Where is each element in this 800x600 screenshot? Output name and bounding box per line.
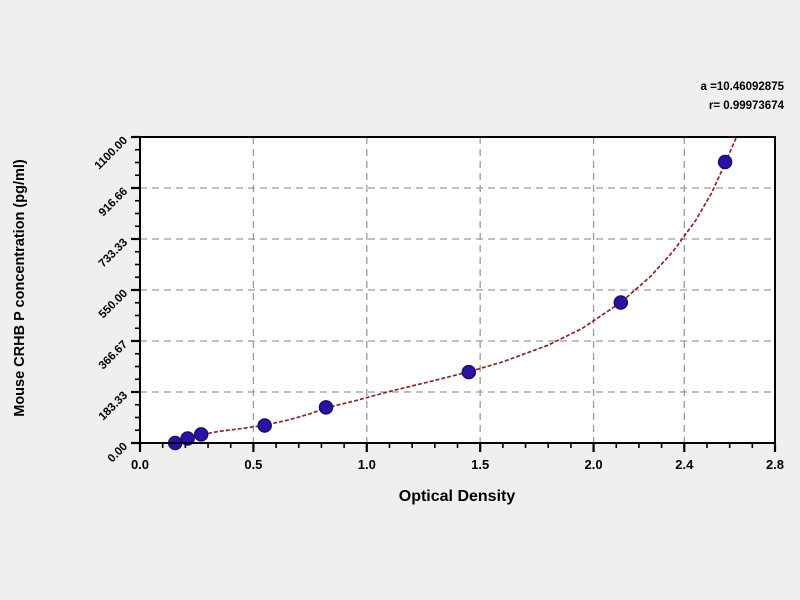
x-tick-label: 0.5 bbox=[244, 457, 262, 472]
y-tick-label: 366.67 bbox=[97, 339, 130, 372]
data-point bbox=[461, 364, 477, 380]
x-tick-label: 1.5 bbox=[471, 457, 489, 472]
data-point bbox=[193, 427, 209, 442]
y-tick-label: 550.00 bbox=[97, 288, 130, 321]
y-tick-label: 1100.00 bbox=[93, 135, 130, 172]
x-tick-label: 2.8 bbox=[766, 457, 784, 472]
data-point bbox=[318, 400, 334, 415]
y-tick-label: 183.33 bbox=[97, 390, 130, 423]
fitted-curve bbox=[167, 136, 738, 444]
y-tick-label: 916.66 bbox=[97, 186, 130, 219]
x-tick-label: 2.4 bbox=[675, 457, 694, 472]
x-tick-label: 1.0 bbox=[358, 457, 376, 472]
y-tick-label: 733.33 bbox=[97, 237, 130, 270]
y-tick-label: 0.00 bbox=[106, 441, 130, 465]
fit-correlation-r: r= 0.99973674 bbox=[708, 100, 784, 112]
x-tick-label: 0.0 bbox=[131, 457, 149, 472]
data-point bbox=[613, 295, 629, 310]
data-point bbox=[257, 418, 272, 433]
y-axis-title: Mouse CRHB P concentration (pg/ml) bbox=[12, 159, 28, 417]
data-point bbox=[180, 431, 195, 446]
x-tick-label: 2.0 bbox=[585, 457, 603, 472]
fit-statistics: a =10.46092875 r= 0.99973674 bbox=[701, 78, 784, 116]
fit-parameter-a: a =10.46092875 bbox=[700, 81, 784, 93]
data-point bbox=[717, 154, 733, 170]
x-axis-title: Optical Density bbox=[398, 488, 516, 505]
